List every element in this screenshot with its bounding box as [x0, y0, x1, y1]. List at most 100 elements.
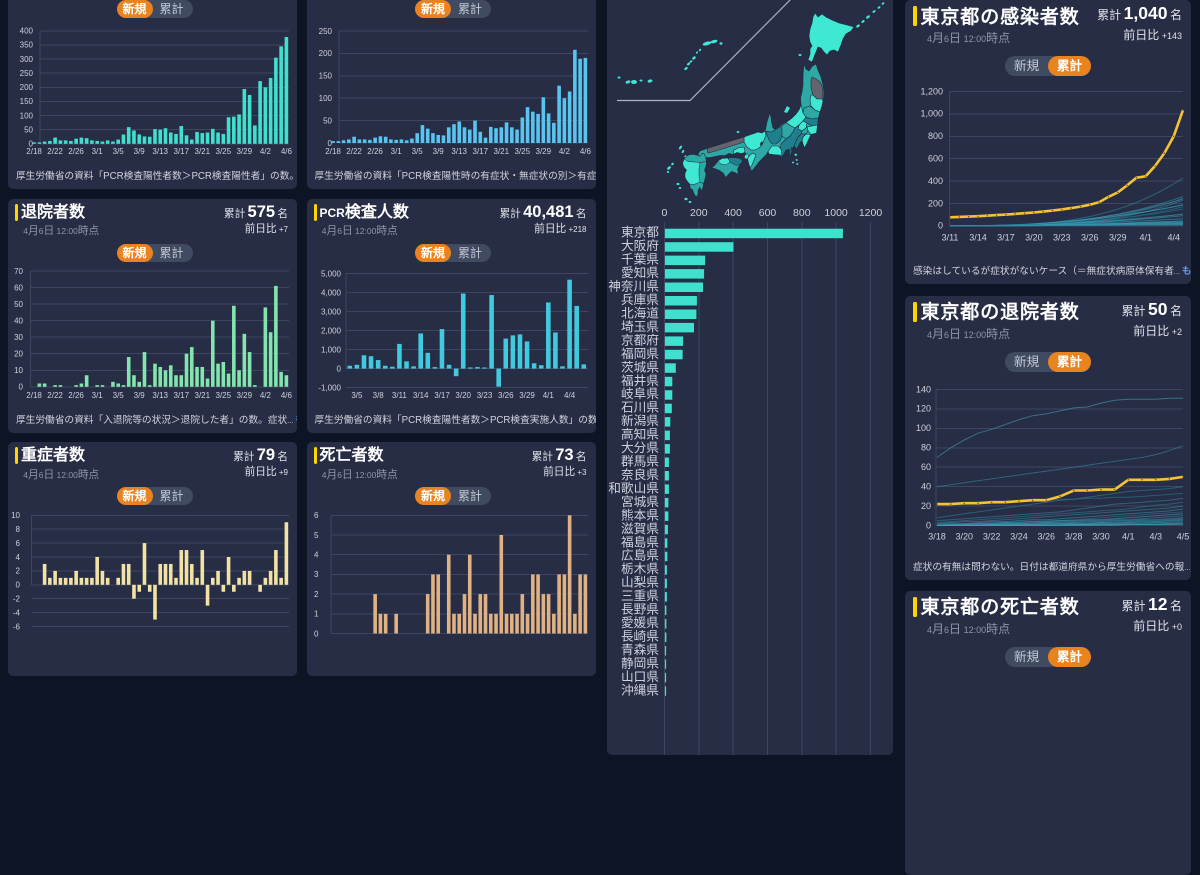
svg-text:10: 10	[14, 366, 23, 375]
svg-text:3/21: 3/21	[493, 147, 509, 156]
svg-text:3/20: 3/20	[956, 531, 974, 541]
svg-text:0: 0	[16, 581, 21, 590]
svg-text:3/29: 3/29	[519, 391, 535, 400]
svg-text:3/13: 3/13	[451, 147, 467, 156]
svg-text:3/21: 3/21	[195, 147, 211, 156]
svg-text:3/5: 3/5	[351, 391, 363, 400]
svg-text:3/17: 3/17	[174, 391, 190, 400]
svg-text:2,000: 2,000	[320, 326, 341, 335]
svg-text:3/29: 3/29	[237, 391, 253, 400]
svg-text:京都府: 京都府	[621, 333, 659, 347]
svg-text:3/1: 3/1	[390, 147, 402, 156]
svg-text:3/25: 3/25	[514, 147, 530, 156]
svg-text:0: 0	[661, 207, 667, 219]
svg-text:4/1: 4/1	[1122, 531, 1135, 541]
svg-text:3/9: 3/9	[432, 147, 444, 156]
svg-text:8: 8	[16, 525, 21, 534]
svg-text:3/23: 3/23	[476, 391, 492, 400]
svg-text:3/8: 3/8	[372, 391, 384, 400]
svg-text:50: 50	[14, 299, 23, 308]
svg-text:400: 400	[928, 176, 943, 186]
svg-text:神奈川県: 神奈川県	[608, 280, 659, 294]
svg-text:福島県: 福島県	[621, 535, 659, 549]
svg-text:150: 150	[20, 97, 34, 106]
svg-text:4: 4	[314, 551, 319, 560]
svg-text:広島県: 広島県	[621, 549, 659, 563]
svg-text:4/5: 4/5	[1177, 531, 1190, 541]
svg-text:新潟県: 新潟県	[621, 413, 659, 428]
svg-text:滋賀県: 滋賀県	[621, 522, 659, 536]
svg-text:石川県: 石川県	[621, 401, 659, 415]
svg-text:4/2: 4/2	[260, 147, 272, 156]
svg-text:40: 40	[921, 481, 931, 491]
svg-text:3/26: 3/26	[498, 391, 514, 400]
svg-text:250: 250	[318, 27, 332, 36]
svg-text:3/11: 3/11	[942, 233, 959, 243]
svg-text:0: 0	[314, 630, 319, 639]
svg-text:熊本県: 熊本県	[621, 507, 659, 522]
svg-text:350: 350	[20, 41, 34, 50]
svg-text:140: 140	[916, 384, 931, 394]
svg-text:4: 4	[16, 553, 21, 562]
svg-text:3/20: 3/20	[1025, 233, 1043, 243]
svg-text:0: 0	[938, 221, 943, 231]
svg-text:20: 20	[921, 501, 931, 511]
svg-text:3/24: 3/24	[1010, 531, 1028, 541]
svg-text:100: 100	[318, 94, 332, 103]
svg-text:2: 2	[314, 590, 319, 599]
svg-text:千葉県: 千葉県	[621, 253, 659, 267]
svg-text:400: 400	[20, 27, 34, 36]
svg-text:3/29: 3/29	[237, 147, 253, 156]
svg-text:5,000: 5,000	[320, 269, 341, 278]
svg-text:4/1: 4/1	[1139, 233, 1152, 243]
svg-text:600: 600	[928, 154, 943, 164]
svg-text:0: 0	[29, 140, 34, 149]
svg-text:2/18: 2/18	[325, 147, 341, 156]
svg-text:-6: -6	[13, 623, 21, 632]
svg-text:長崎県: 長崎県	[621, 630, 659, 644]
svg-text:2/26: 2/26	[68, 147, 84, 156]
svg-text:3/13: 3/13	[152, 147, 168, 156]
svg-text:0: 0	[336, 364, 341, 373]
svg-text:60: 60	[921, 462, 931, 472]
svg-text:高知県: 高知県	[621, 427, 659, 442]
svg-text:50: 50	[24, 126, 33, 135]
svg-text:600: 600	[759, 207, 777, 219]
svg-text:250: 250	[20, 69, 34, 78]
svg-text:福岡県: 福岡県	[621, 347, 659, 361]
svg-text:2/26: 2/26	[367, 147, 383, 156]
svg-text:3/17: 3/17	[997, 233, 1015, 243]
svg-text:200: 200	[20, 83, 34, 92]
svg-text:4,000: 4,000	[320, 288, 341, 297]
svg-text:3/5: 3/5	[411, 147, 423, 156]
svg-text:愛知県: 愛知県	[621, 266, 659, 280]
svg-text:60: 60	[14, 283, 23, 292]
svg-text:300: 300	[20, 55, 34, 64]
svg-text:4/2: 4/2	[558, 147, 570, 156]
svg-text:5: 5	[314, 531, 319, 540]
svg-text:3/17: 3/17	[434, 391, 450, 400]
svg-text:1,000: 1,000	[320, 345, 341, 354]
svg-text:150: 150	[318, 72, 332, 81]
svg-text:4/4: 4/4	[1167, 233, 1180, 243]
svg-text:30: 30	[14, 333, 23, 342]
svg-text:栃木県: 栃木県	[621, 562, 659, 576]
svg-text:東京都: 東京都	[621, 226, 659, 240]
svg-text:3/1: 3/1	[92, 391, 104, 400]
svg-text:3/29: 3/29	[1109, 233, 1127, 243]
svg-text:3/22: 3/22	[983, 531, 1001, 541]
svg-text:400: 400	[724, 207, 742, 219]
svg-text:40: 40	[14, 316, 23, 325]
svg-text:2/18: 2/18	[26, 391, 42, 400]
svg-text:3/5: 3/5	[113, 147, 125, 156]
svg-text:4/6: 4/6	[281, 147, 293, 156]
svg-text:3/1: 3/1	[92, 147, 104, 156]
svg-text:4/6: 4/6	[579, 147, 591, 156]
svg-text:長野県: 長野県	[621, 603, 659, 617]
svg-text:10: 10	[11, 511, 20, 520]
svg-text:群馬県: 群馬県	[621, 455, 659, 469]
svg-text:-4: -4	[13, 609, 21, 618]
svg-text:3/14: 3/14	[412, 391, 428, 400]
svg-text:4/1: 4/1	[542, 391, 554, 400]
svg-text:80: 80	[921, 442, 931, 452]
